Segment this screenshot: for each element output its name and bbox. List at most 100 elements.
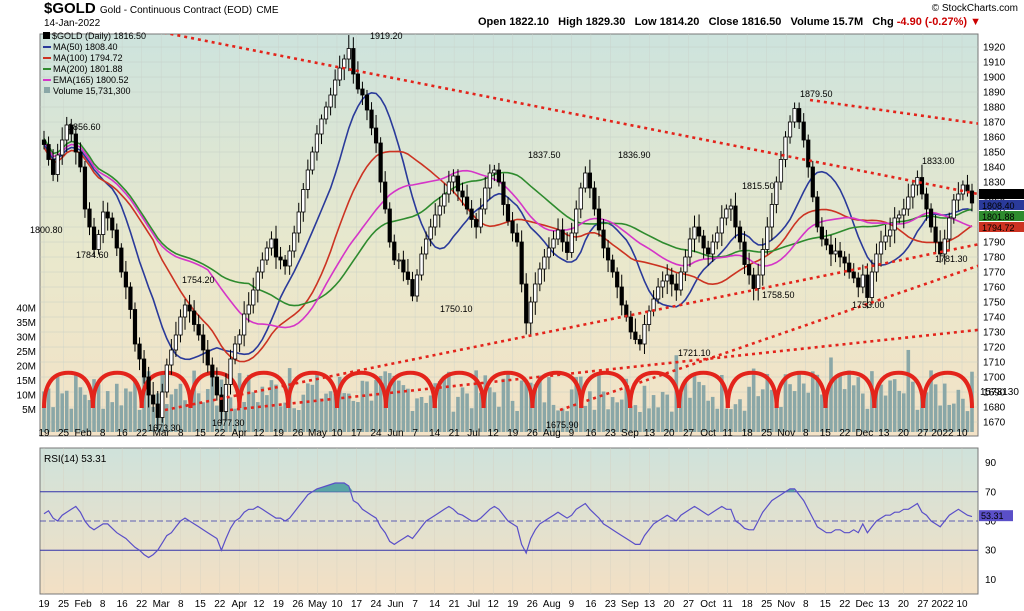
x-axis-label-bottom: 22 xyxy=(839,599,851,610)
volume-bar xyxy=(569,389,574,432)
cycle-arc xyxy=(579,370,633,409)
candle-body xyxy=(201,334,206,351)
volume-bar xyxy=(460,387,465,432)
candle-body xyxy=(392,241,397,261)
x-axis-label-top: 22 xyxy=(839,428,851,439)
candle-body xyxy=(578,187,583,210)
volume-bar xyxy=(233,408,237,432)
candle-body xyxy=(774,181,779,205)
candle-body xyxy=(342,58,347,69)
x-axis-label-bottom: 10 xyxy=(956,599,968,610)
candle-body xyxy=(351,48,356,75)
candle-body xyxy=(860,274,865,288)
volume-bar xyxy=(519,380,524,432)
x-axis-label-bottom: Jul xyxy=(467,599,480,610)
volume-bar xyxy=(387,373,392,432)
volume-bar xyxy=(397,380,401,432)
volume-bar xyxy=(574,377,579,432)
value-tag-box xyxy=(979,222,1024,232)
x-axis-label-top: 13 xyxy=(644,428,656,439)
candle-body xyxy=(196,324,201,336)
volume-bar xyxy=(105,391,110,432)
volume-bar xyxy=(201,402,206,432)
x-axis-label-bottom: 9 xyxy=(569,599,575,610)
volume-bar xyxy=(915,409,920,432)
price-axis-tick: 1730 xyxy=(983,328,1006,339)
candle-body xyxy=(278,256,283,261)
price-axis-tick: 1710 xyxy=(983,358,1006,369)
volume-axis-tick: 15M xyxy=(17,376,36,387)
x-axis-label-top: 17 xyxy=(351,428,363,439)
price-axis-tick: 1670 xyxy=(983,418,1006,429)
candle-body xyxy=(369,109,374,129)
candle-body xyxy=(569,232,574,253)
volume-bar xyxy=(879,384,883,432)
price-annotation: 1758.50 xyxy=(762,290,795,300)
candle-body xyxy=(865,274,870,298)
x-axis-label-bottom: 17 xyxy=(351,599,363,610)
volume-bar xyxy=(706,400,710,432)
volume-bar xyxy=(965,411,970,432)
volume-axis-tick: 35M xyxy=(17,318,36,329)
volume-last-tag: 1573130 xyxy=(980,387,1019,398)
volume-bar xyxy=(492,392,497,432)
volume-bar xyxy=(260,386,265,432)
x-axis-label-bottom: 16 xyxy=(585,599,597,610)
x-axis-label-top: 8 xyxy=(100,428,106,439)
candle-body xyxy=(287,250,292,267)
chart-date: 14-Jan-2022 xyxy=(44,18,101,29)
x-axis-label-top: 20 xyxy=(898,428,910,439)
x-axis-label-top: 16 xyxy=(117,428,129,439)
value-tag: 1801.88 xyxy=(982,212,1015,222)
candle-body xyxy=(232,343,238,360)
volume-axis-tick: 20M xyxy=(17,362,36,373)
candle-body xyxy=(110,217,115,231)
cycle-arc xyxy=(530,370,584,409)
price-axis-tick: 1690 xyxy=(983,388,1006,399)
legend-volume-swatch xyxy=(44,87,50,93)
volume-bar xyxy=(888,380,892,432)
candle-body xyxy=(164,364,169,393)
volume-bar xyxy=(469,408,474,432)
candle-body xyxy=(119,247,124,273)
x-axis-label-top: 23 xyxy=(605,428,617,439)
volume-bar xyxy=(346,393,351,432)
candle-body xyxy=(842,256,847,264)
candle-body xyxy=(792,108,797,123)
candle-body xyxy=(328,94,333,108)
candle-body xyxy=(542,256,547,270)
candle-body xyxy=(78,151,83,168)
volume-bar xyxy=(183,400,187,432)
x-axis-label-top: 15 xyxy=(820,428,832,439)
candle-body xyxy=(137,343,142,360)
candle-body xyxy=(323,106,329,120)
price-annotation: 1784.60 xyxy=(76,250,109,260)
candle-body xyxy=(546,247,552,258)
candle-body xyxy=(769,204,774,228)
x-axis-label-bottom: May xyxy=(308,599,327,610)
volume-bar xyxy=(820,394,824,432)
candle-body xyxy=(610,259,615,273)
candle-body xyxy=(710,241,715,255)
candle-body xyxy=(947,217,952,240)
x-axis-label-bottom: 25 xyxy=(761,599,773,610)
volume-bar xyxy=(437,381,442,432)
candle-body xyxy=(837,250,843,258)
candle-body xyxy=(583,172,588,189)
volume-bar xyxy=(597,375,601,432)
legend-ma100: MA(100) 1794.72 xyxy=(53,53,123,63)
candle-body xyxy=(101,211,106,235)
volume-bar xyxy=(956,389,961,432)
x-axis-label-bottom: 16 xyxy=(117,599,129,610)
price-axis-tick: 1760 xyxy=(983,283,1006,294)
volume-bar xyxy=(406,388,410,432)
candle-body xyxy=(565,241,570,253)
x-axis-label-top: 2022 xyxy=(931,428,954,439)
candle-body xyxy=(396,259,401,262)
candle-body xyxy=(724,208,729,219)
volume-bar xyxy=(829,357,833,432)
volume-bar xyxy=(692,372,697,432)
volume-bar xyxy=(60,393,64,432)
candle-body xyxy=(615,271,620,288)
candle-body xyxy=(787,121,793,138)
